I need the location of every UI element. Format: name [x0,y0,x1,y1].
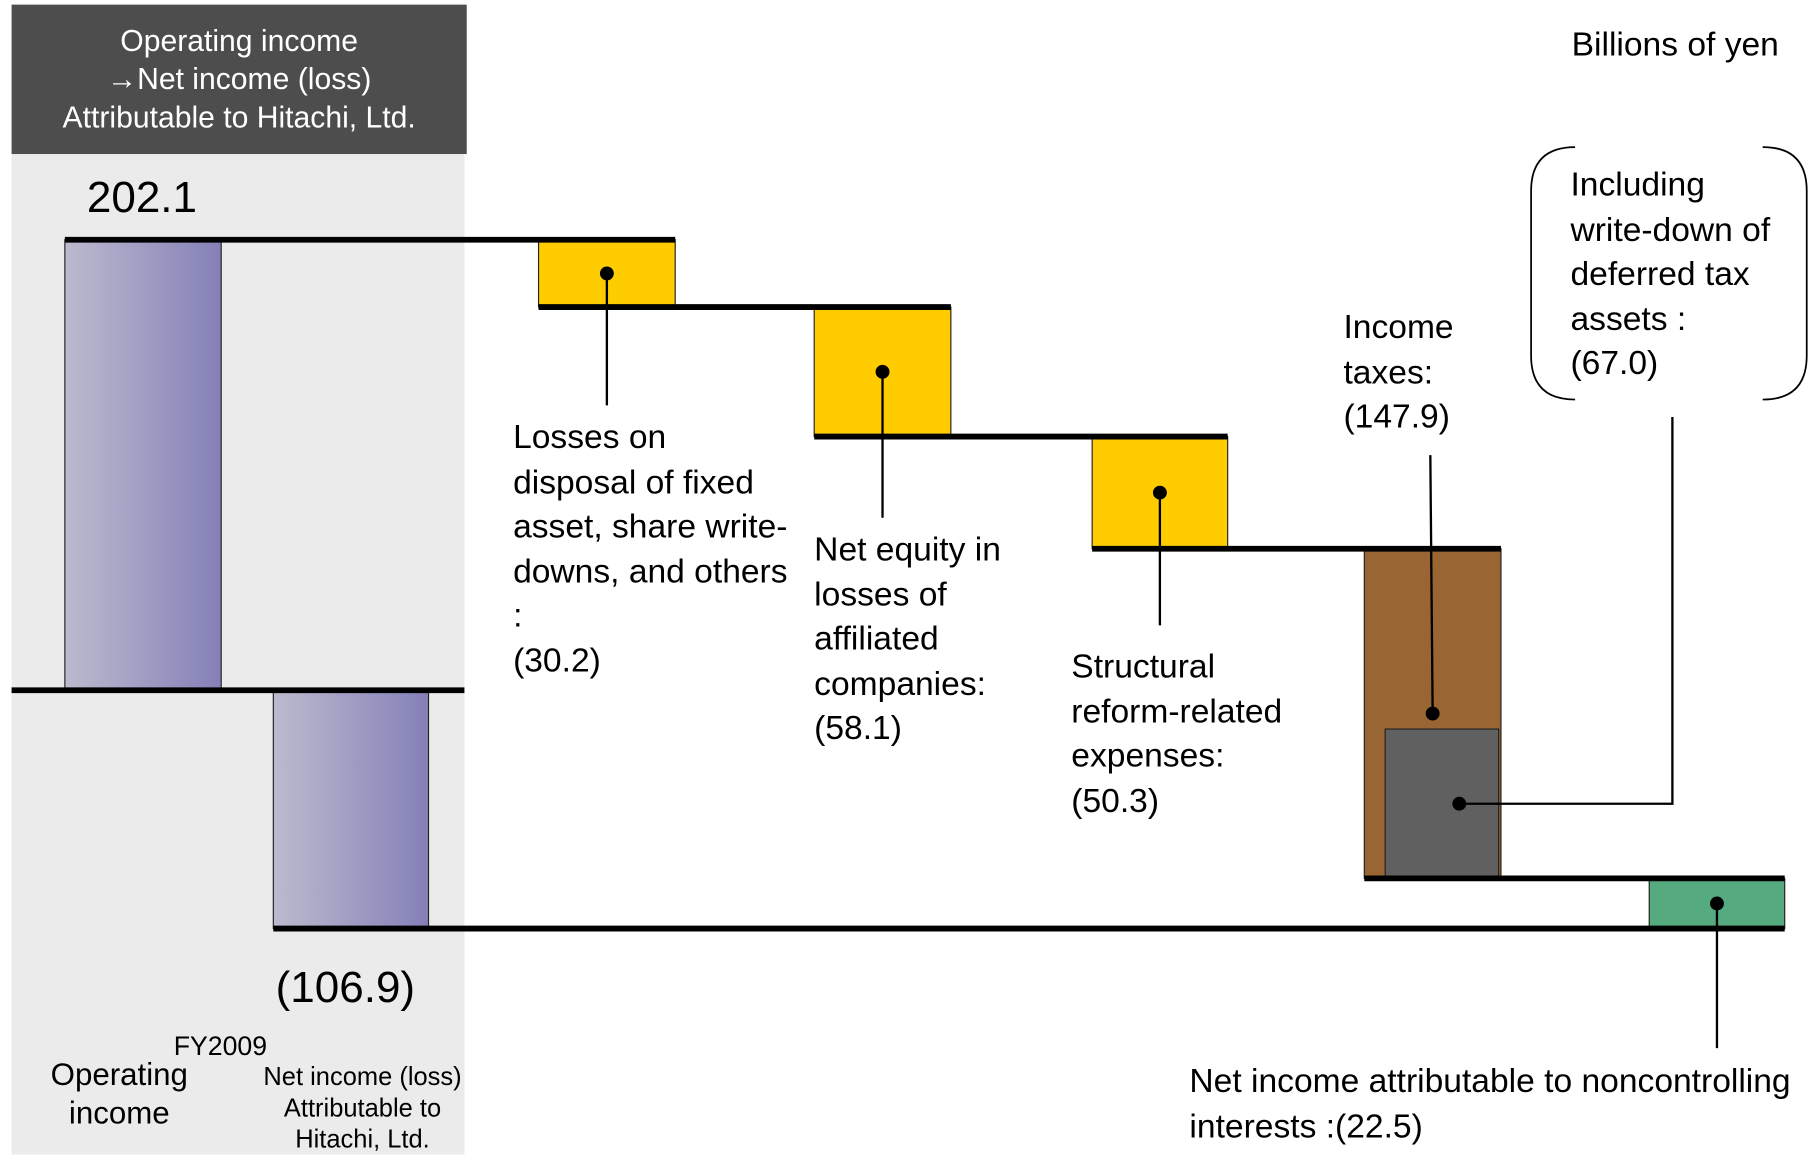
category-name: Losses on disposal of fixed asset, share… [513,419,788,635]
dot [1425,706,1440,721]
dot [875,364,890,379]
value-label: (30.2) [513,642,601,680]
header: Operating income →Net income (loss) Attrib… [11,4,467,155]
dot [1710,896,1724,911]
value-label: (50.3) [1071,782,1160,820]
category-label: Net equity in losses of affiliated compa… [814,528,1017,751]
category-label: Income taxes: (147.9) [1343,306,1494,440]
dot [1452,796,1467,811]
dot [1152,485,1167,500]
value-label: (67.0) [1570,345,1659,383]
bar [64,239,222,691]
x-label: Net income (loss) Attributable to Hitach… [263,1062,462,1154]
category-label: Structural reform-related expenses: (50.3… [1071,645,1326,823]
dot [599,266,614,281]
breakdown-label: Including write-down of deferred tax ass… [1570,163,1773,386]
category-name: Income taxes: [1343,309,1454,391]
value-label: (106.9) [275,963,416,1013]
header-line: Operating income [120,23,358,58]
x-label: Operating income [50,1057,188,1131]
header-line: →Net income (loss) [106,61,372,97]
leader-line [1459,416,1674,805]
leader-line [1429,455,1434,714]
period: FY2009 [173,1030,268,1061]
bar [272,689,430,930]
category-label: Net income attributable to noncontrollin… [1189,1060,1791,1149]
value-label: (58.1) [814,709,902,748]
unit-label: Billions of yen [1571,26,1779,64]
category-label: Losses on disposal of fixed asset, share… [513,416,791,684]
value-label: (147.9) [1343,398,1450,436]
value-label: (22.5) [1335,1107,1423,1145]
breakdown-name: Including write-down of deferred tax ass… [1570,166,1771,338]
category-name: Net income attributable to noncontrollin… [1189,1063,1791,1145]
category-name: Net equity in losses of affiliated compa… [814,531,1001,703]
value-label: 202.1 [86,173,197,223]
bracket [1762,146,1808,401]
header-line: Attributable to Hitachi, Ltd. [62,99,416,135]
category-name: Structural reform-related expenses: [1071,648,1283,775]
bracket [1530,146,1576,401]
